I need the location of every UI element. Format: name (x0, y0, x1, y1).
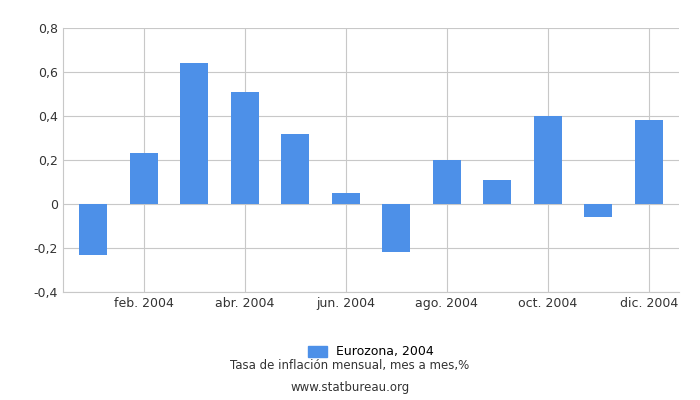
Bar (231, 92, 259, 204)
Bar (281, 134, 309, 204)
Bar (181, 63, 208, 204)
Bar (79, 204, 107, 254)
Bar (483, 180, 511, 204)
Bar (433, 160, 461, 204)
Text: Tasa de inflación mensual, mes a mes,%: Tasa de inflación mensual, mes a mes,% (230, 360, 470, 372)
Bar (635, 120, 663, 204)
Text: www.statbureau.org: www.statbureau.org (290, 382, 410, 394)
Legend: Eurozona, 2004: Eurozona, 2004 (302, 340, 440, 364)
Bar (130, 153, 158, 204)
Bar (382, 204, 410, 252)
Bar (534, 116, 561, 204)
Bar (584, 204, 612, 217)
Bar (332, 193, 360, 204)
